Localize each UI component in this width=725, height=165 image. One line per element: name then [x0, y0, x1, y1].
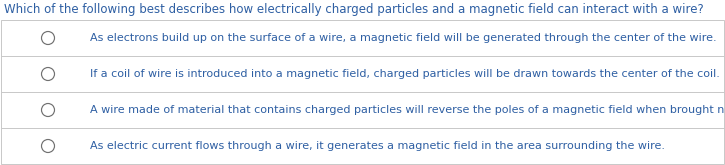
Text: As electrons build up on the surface of a wire, a magnetic field will be generat: As electrons build up on the surface of …: [90, 33, 716, 43]
Text: If a coil of wire is introduced into a magnetic field, charged particles will be: If a coil of wire is introduced into a m…: [90, 69, 720, 79]
Bar: [1, 20, 724, 164]
Text: As electric current flows through a wire, it generates a magnetic field in the a: As electric current flows through a wire…: [90, 141, 665, 151]
Text: A wire made of material that contains charged particles will reverse the poles o: A wire made of material that contains ch…: [90, 105, 725, 115]
Text: Which of the following best describes how electrically charged particles and a m: Which of the following best describes ho…: [4, 3, 704, 16]
